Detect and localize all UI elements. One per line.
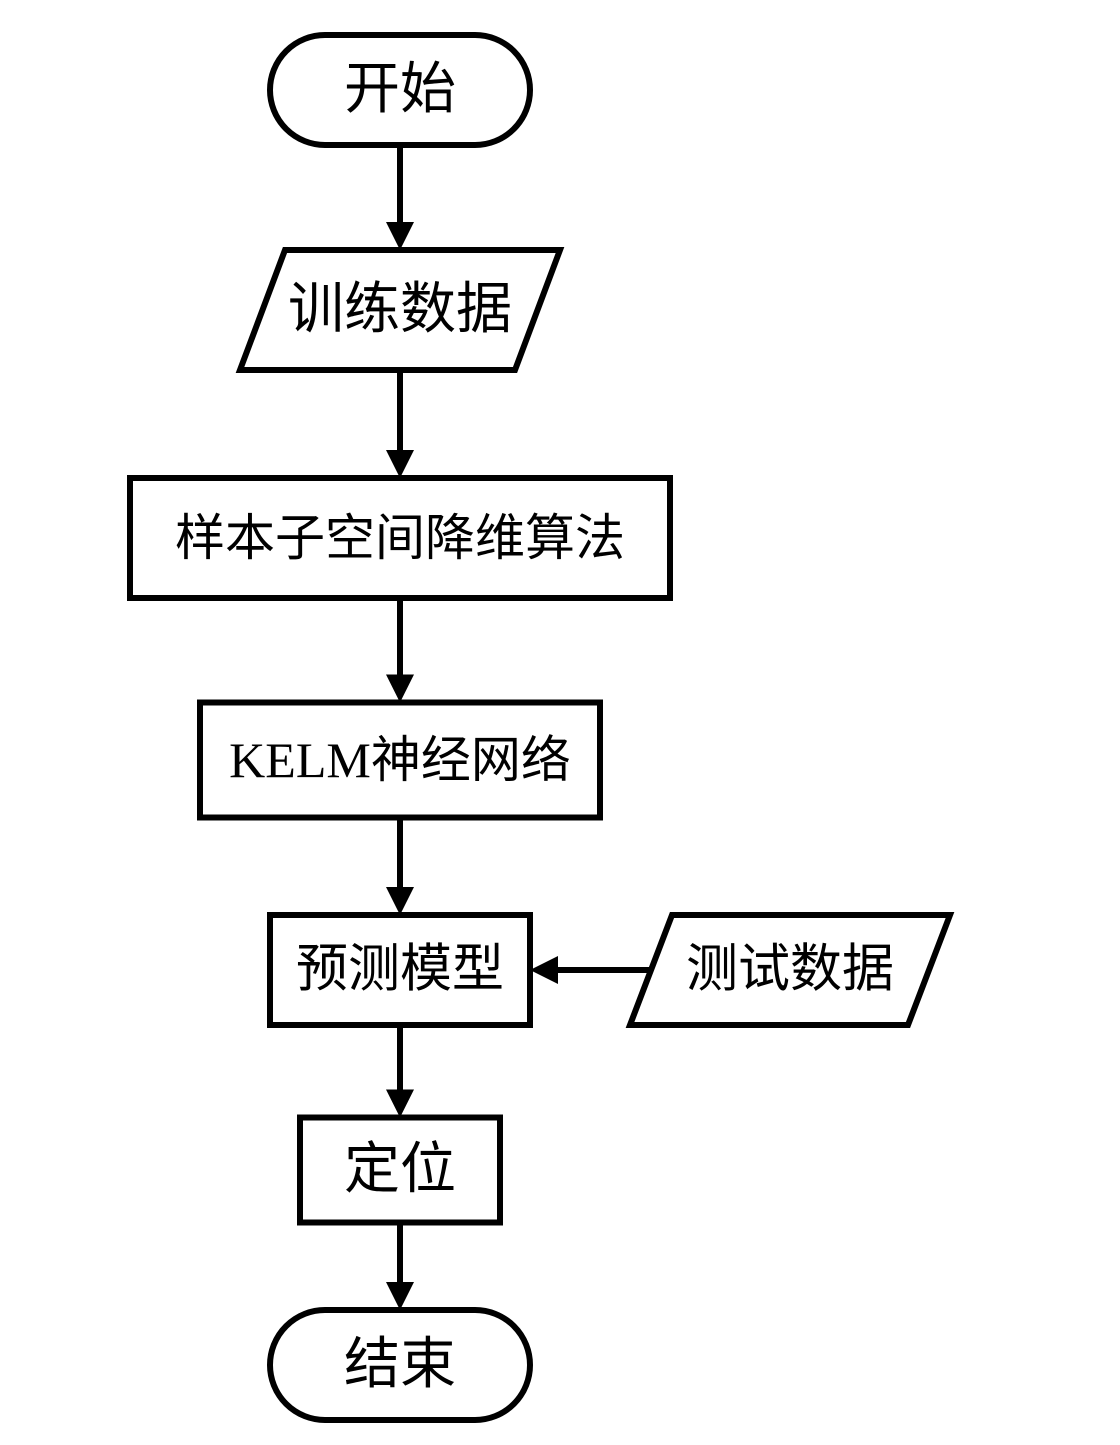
edge — [530, 956, 651, 984]
edge — [386, 1025, 414, 1118]
node-start-label: 开始 — [344, 59, 456, 121]
node-subspace-label: 样本子空间降维算法 — [175, 510, 625, 566]
node-kelm-label: KELM神经网络 — [229, 732, 571, 788]
edge — [386, 145, 414, 250]
node-end: 结束 — [270, 1310, 530, 1420]
node-train-label: 训练数据 — [288, 279, 512, 341]
node-locate-label: 定位 — [344, 1139, 456, 1201]
node-test: 测试数据 — [630, 915, 950, 1025]
edge — [386, 598, 414, 703]
node-start: 开始 — [270, 35, 530, 145]
edge — [386, 1223, 414, 1311]
node-test-label: 测试数据 — [686, 942, 894, 999]
edge — [386, 370, 414, 478]
node-end-label: 结束 — [344, 1334, 456, 1396]
edge — [386, 818, 414, 916]
node-locate: 定位 — [300, 1118, 500, 1223]
node-subspace: 样本子空间降维算法 — [130, 478, 670, 598]
node-train: 训练数据 — [240, 250, 560, 370]
node-predict-label: 预测模型 — [296, 942, 504, 999]
node-kelm: KELM神经网络 — [200, 703, 600, 818]
node-predict: 预测模型 — [270, 915, 530, 1025]
